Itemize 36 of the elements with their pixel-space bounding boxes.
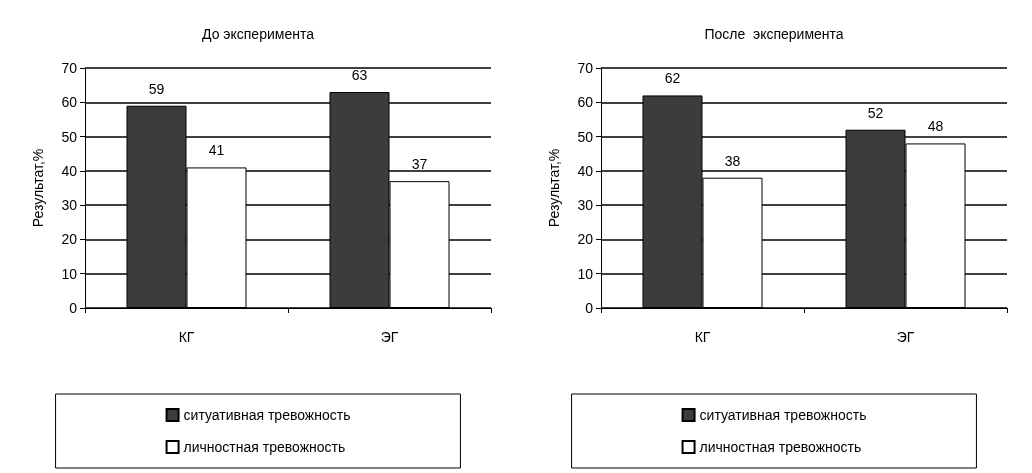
y-tick-label: 50 bbox=[577, 128, 594, 145]
legend-label: личностная тревожность bbox=[183, 439, 346, 455]
y-tick-label: 20 bbox=[61, 231, 78, 248]
y-tick-label: 0 bbox=[69, 300, 78, 316]
x-tick-label: КГ bbox=[178, 329, 195, 345]
y-tick-label: 60 bbox=[577, 94, 594, 111]
data-label: 38 bbox=[724, 152, 741, 169]
data-label: 52 bbox=[867, 104, 884, 121]
legend-label: ситуативная тревожность bbox=[183, 407, 351, 423]
y-tick-label: 20 bbox=[577, 231, 594, 248]
y-tick-label: 30 bbox=[61, 197, 78, 214]
chart-title: До эксперимента bbox=[202, 26, 315, 42]
x-tick-label: КГ bbox=[694, 329, 711, 345]
y-tick-label: 60 bbox=[61, 94, 78, 111]
y-tick-label: 10 bbox=[577, 265, 594, 282]
y-axis-title: Результат,% bbox=[546, 148, 562, 228]
data-label: 59 bbox=[148, 80, 165, 97]
y-tick-label: 30 bbox=[577, 197, 594, 214]
legend-label: личностная тревожность bbox=[699, 439, 862, 455]
data-label: 48 bbox=[927, 118, 944, 135]
y-tick-label: 70 bbox=[577, 60, 594, 76]
data-label: 62 bbox=[664, 70, 681, 87]
y-tick-label: 40 bbox=[61, 162, 78, 179]
x-tick-label: ЭГ bbox=[380, 329, 399, 345]
y-tick-label: 10 bbox=[61, 265, 78, 282]
data-label: 37 bbox=[411, 156, 428, 173]
y-tick-label: 50 bbox=[61, 128, 78, 145]
y-tick-label: 40 bbox=[577, 162, 594, 179]
chart-title: После эксперимента bbox=[704, 26, 844, 42]
x-tick-label: ЭГ bbox=[896, 329, 915, 345]
legend-label: ситуативная тревожность bbox=[699, 407, 867, 423]
y-tick-label: 0 bbox=[585, 300, 594, 316]
data-label: 63 bbox=[351, 67, 368, 83]
data-label: 41 bbox=[208, 142, 225, 159]
y-tick-label: 70 bbox=[61, 60, 78, 76]
y-axis-title: Результат,% bbox=[30, 148, 46, 228]
